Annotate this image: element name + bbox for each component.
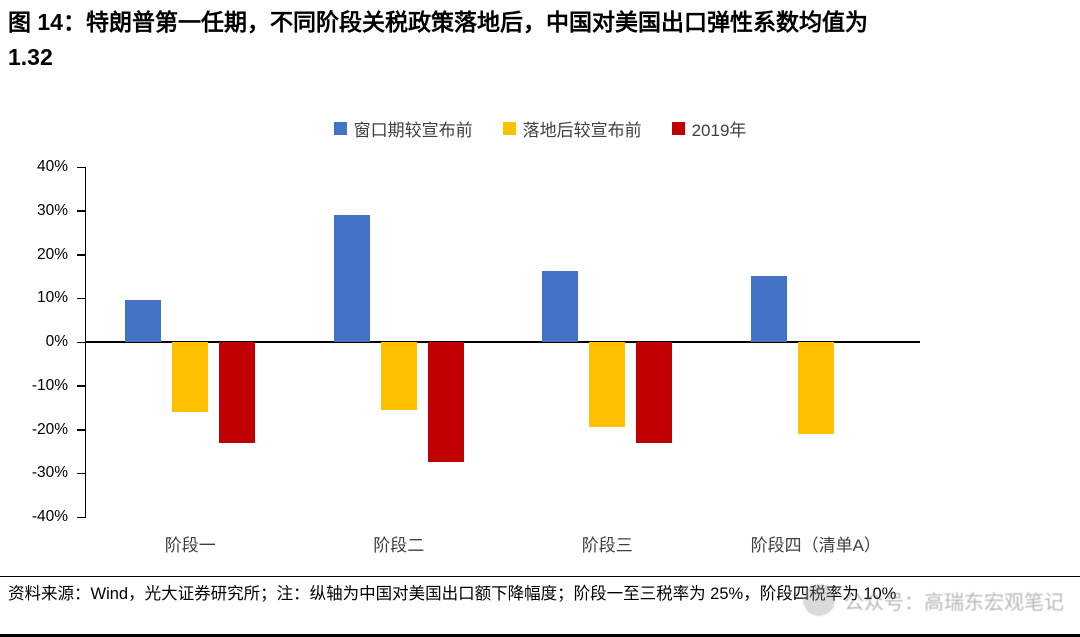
bar-series2-cat2 [380,342,417,410]
y-axis: 40% 30% 20% 10% 0% -10% -20% -30% -40% [0,158,78,525]
bar-series3-cat1 [219,342,256,443]
bottom-rule [0,634,1080,637]
category-label: 阶段三 [581,536,633,555]
bar-series2-cat3 [589,342,626,428]
y-tick-label: -30% [31,464,68,482]
bar-series1-cat2 [333,215,370,342]
bar-series1-cat1 [125,299,162,342]
y-tick-label: 40% [36,158,68,175]
bar-series2-cat1 [172,342,209,412]
figure-title: 图 14：特朗普第一任期，不同阶段关税政策落地后，中国对美国出口弹性系数均值为 … [8,5,1072,75]
category-label: 阶段一 [164,536,216,555]
legend-item: 落地后较宣布前 [502,116,642,141]
y-tick-mark [77,254,86,256]
legend-label: 窗口期较宣布前 [353,121,473,140]
legend-item: 窗口期较宣布前 [333,116,473,141]
category-label: 阶段四（清单A） [750,536,881,555]
footer-divider [0,576,1080,577]
zero-axis-line [86,341,920,343]
y-tick-label: 20% [36,245,68,263]
category-label: 阶段二 [373,536,425,555]
legend-label: 落地后较宣布前 [522,121,642,140]
y-tick-label: 10% [36,289,68,307]
bar-series2-cat4 [797,342,834,434]
y-tick-mark [77,385,86,387]
y-tick-label: 0% [45,333,68,350]
plot-area: 阶段一 阶段二 阶段三 阶段四（清单A） [77,166,920,555]
y-tick-label: -20% [31,420,68,438]
bar-series1-cat3 [542,271,579,342]
bar-series3-cat3 [636,342,673,443]
figure-title-line2: 1.32 [8,44,53,70]
y-tick-mark [77,341,86,343]
legend-swatch [333,122,347,135]
y-tick-mark [77,516,86,518]
y-tick-mark [77,472,86,475]
y-tick-mark [77,166,86,168]
y-tick-label: -10% [31,376,68,394]
source-note: 资料来源：Wind，光大证券研究所；注：纵轴为中国对美国出口额下降幅度；阶段一至… [8,585,897,603]
y-tick-mark [77,210,86,212]
y-tick-mark [77,297,86,300]
legend-swatch [671,122,685,135]
y-tick-label: -40% [31,508,68,525]
legend-label: 2019年 [691,121,747,140]
y-tick-mark [77,429,86,431]
bar-series1-cat4 [750,276,787,342]
bar-series3-cat2 [427,342,464,463]
y-tick-label: 30% [36,201,68,219]
chart-legend: 窗口期较宣布前 落地后较宣布前 2019年 [0,116,1080,141]
legend-swatch [502,122,516,135]
legend-item: 2019年 [671,116,747,141]
figure-title-line1: 图 14：特朗普第一任期，不同阶段关税政策落地后，中国对美国出口弹性系数均值为 [8,9,868,35]
